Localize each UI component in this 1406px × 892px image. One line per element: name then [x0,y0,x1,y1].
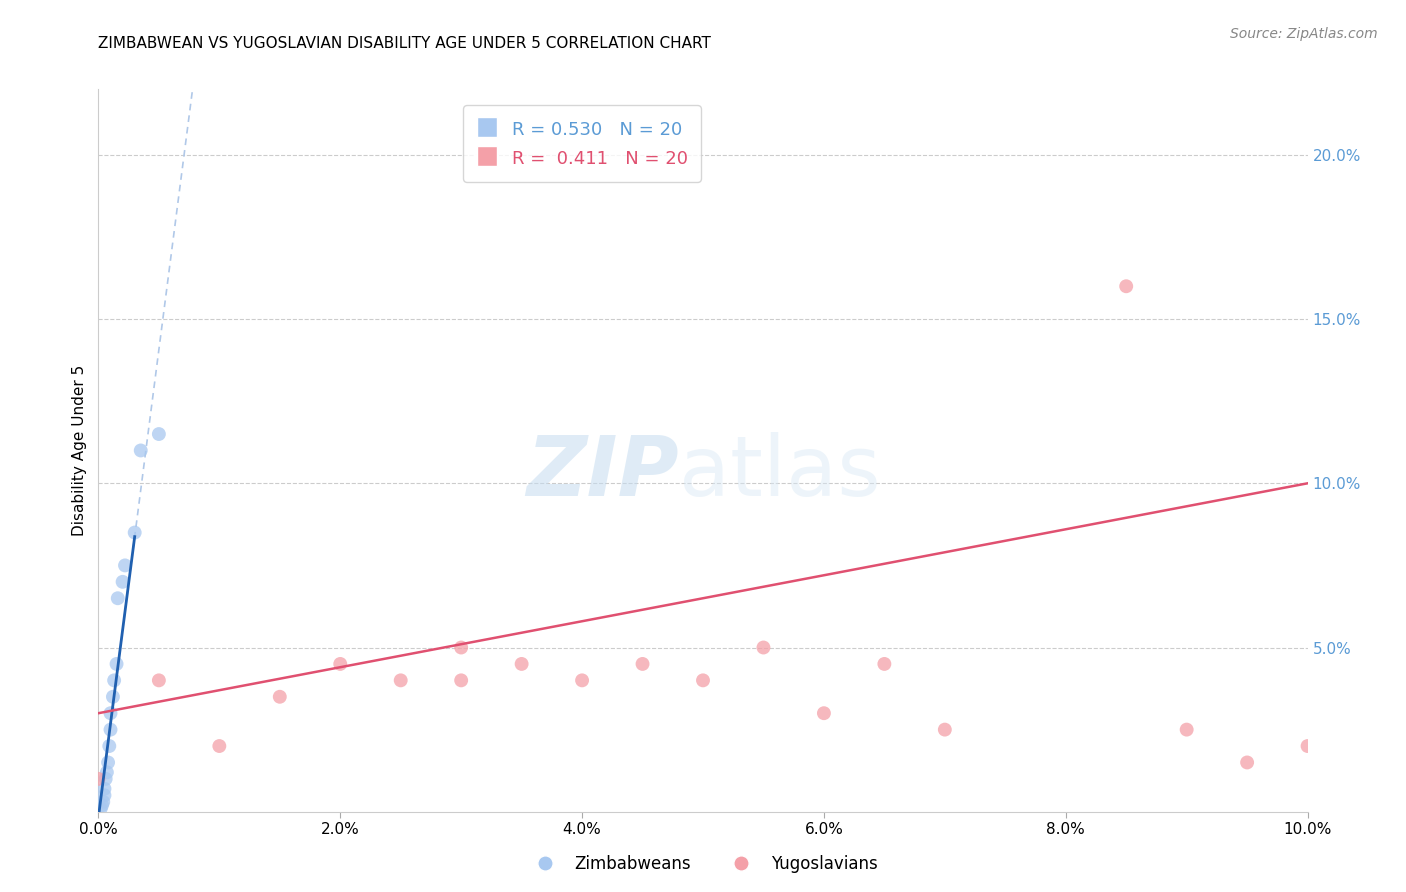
Point [510,657,533,671]
Text: ZIMBABWEAN VS YUGOSLAVIAN DISABILITY AGE UNDER 5 CORRELATION CHART: ZIMBABWEAN VS YUGOSLAVIAN DISABILITY AGE… [98,36,711,51]
Point [100,706,122,721]
Point [1115,279,1137,293]
Point [752,640,775,655]
Point [692,673,714,688]
Point [813,706,835,721]
Point [103,673,125,688]
Point [91,795,114,809]
Point [96,765,118,780]
Point [105,657,128,671]
Point [129,443,152,458]
Point [873,657,896,671]
Point [329,657,352,671]
Point [389,673,412,688]
Point [93,781,115,796]
Point [87,772,110,786]
Point [100,723,122,737]
Point [90,801,112,815]
Point [148,673,170,688]
Point [269,690,291,704]
Y-axis label: Disability Age Under 5: Disability Age Under 5 [72,365,87,536]
Point [450,640,472,655]
Point [91,798,114,813]
Point [1175,723,1198,737]
Point [114,558,136,573]
Point [1296,739,1319,753]
Point [98,739,121,753]
Point [450,673,472,688]
Text: ZIP: ZIP [526,432,679,513]
Point [571,673,593,688]
Point [1236,756,1258,770]
Point [101,690,124,704]
Point [107,591,129,606]
Point [148,427,170,442]
Point [208,739,231,753]
Point [111,574,134,589]
Point [93,789,115,803]
Legend: Zimbabweans, Yugoslavians: Zimbabweans, Yugoslavians [522,848,884,880]
Point [124,525,146,540]
Point [97,756,120,770]
Point [94,772,117,786]
Text: atlas: atlas [679,432,880,513]
Text: Source: ZipAtlas.com: Source: ZipAtlas.com [1230,27,1378,41]
Point [631,657,654,671]
Legend: R = 0.530   N = 20, R =  0.411   N = 20: R = 0.530 N = 20, R = 0.411 N = 20 [464,105,700,182]
Point [934,723,956,737]
